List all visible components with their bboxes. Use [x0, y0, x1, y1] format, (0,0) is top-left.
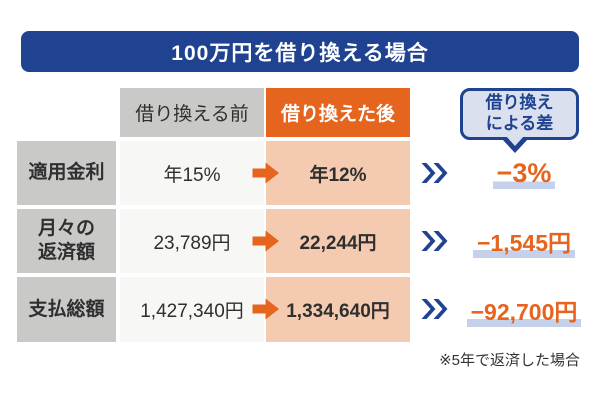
diff-text: −1,545円 — [473, 224, 575, 258]
page-title: 100万円を借り換える場合 — [171, 41, 429, 65]
row-label-monthly-payment: 月々の 返済額 — [17, 209, 116, 273]
diff-value-total-payment: −92,700円 — [450, 277, 598, 342]
before-value-total-payment: 1,427,340円 — [120, 277, 264, 342]
double-chevron-right-icon — [421, 299, 448, 319]
diff-value-interest-rate: −3% — [450, 141, 598, 205]
before-value-interest-rate: 年15% — [120, 141, 264, 205]
footnote: ※5年で返済した場合 — [439, 352, 580, 369]
double-chevron-right-icon — [421, 231, 448, 251]
column-header-before: 借り換える前 — [120, 88, 264, 137]
after-value-interest-rate: 年12% — [266, 141, 410, 205]
column-header-after: 借り換えた後 — [266, 88, 410, 137]
after-value-total-payment: 1,334,640円 — [266, 277, 410, 342]
arrow-right-icon — [252, 162, 279, 184]
diff-text: −3% — [492, 157, 556, 189]
before-value-monthly-payment: 23,789円 — [120, 209, 264, 273]
arrow-right-icon — [252, 230, 279, 252]
title-banner: 100万円を借り換える場合 — [21, 31, 579, 72]
diff-value-monthly-payment: −1,545円 — [450, 209, 598, 273]
diff-text: −92,700円 — [466, 292, 582, 327]
arrow-right-icon — [252, 298, 279, 320]
after-value-monthly-payment: 22,244円 — [266, 209, 410, 273]
double-chevron-right-icon — [421, 163, 448, 183]
row-label-interest-rate: 適用金利 — [17, 141, 116, 205]
diff-callout-bubble: 借り換え による差 — [460, 88, 579, 153]
row-label-total-payment: 支払総額 — [17, 277, 116, 342]
diff-callout-text: 借り換え による差 — [485, 93, 554, 133]
